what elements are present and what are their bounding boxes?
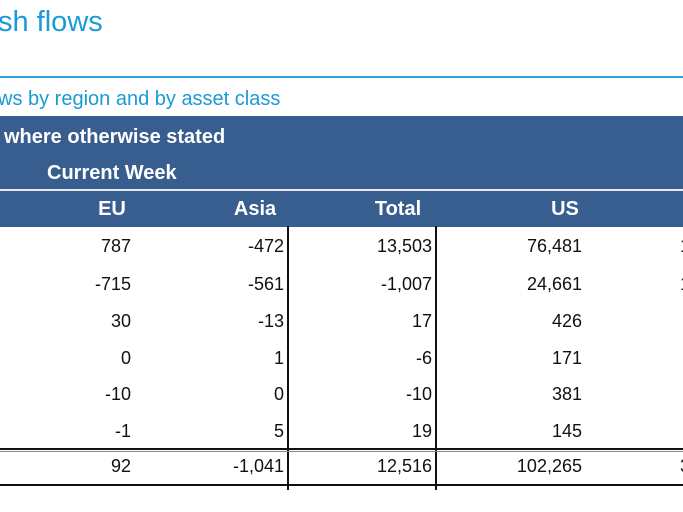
total-divider <box>0 451 683 452</box>
table-row-cell-total: 19 <box>411 421 432 441</box>
table-row-cell-eu: -715 <box>94 274 131 294</box>
column-header-eu: EU <box>98 198 126 220</box>
table-row-cell-total: -1,007 <box>380 274 432 294</box>
table-row-cell-next: 15 <box>580 236 683 257</box>
total-divider <box>0 448 683 450</box>
table-row-cell-asia: -561 <box>247 274 284 294</box>
total-row-cell-us: 102,265 <box>516 456 582 476</box>
table-row-cell-eu: -10 <box>104 384 131 404</box>
table-row-cell-asia: -472 <box>247 236 284 256</box>
table-header-band <box>0 116 683 227</box>
table-row-cell-us: 24,661 <box>526 274 582 294</box>
total-row-cell-next: 37 <box>580 456 683 477</box>
table-row-cell-us: 145 <box>551 421 582 441</box>
table-row-cell-eu: -1 <box>114 421 131 441</box>
column-divider <box>287 226 289 490</box>
total-row-cell-eu: 92 <box>110 456 131 476</box>
table-row-cell-next: 17 <box>580 274 683 295</box>
table-row-cell-total: 13,503 <box>376 236 432 256</box>
column-header-asia: Asia <box>233 198 277 220</box>
table-row-cell-eu: 787 <box>100 236 131 256</box>
column-header-us: US <box>551 198 579 220</box>
table-row-cell-asia: 5 <box>273 421 284 441</box>
total-row-cell-asia: -1,041 <box>232 456 284 476</box>
column-divider <box>435 226 437 490</box>
table-bottom-border <box>0 484 683 486</box>
table-row-cell-us: 171 <box>551 348 582 368</box>
table-row-cell-us: 426 <box>551 311 582 331</box>
table-row-cell-asia: 1 <box>273 348 284 368</box>
header-divider <box>0 189 683 191</box>
column-header-total: Total <box>374 198 422 220</box>
table-row-cell-total: -6 <box>415 348 432 368</box>
title-divider <box>0 76 683 78</box>
period-label: Current Week <box>47 162 177 184</box>
units-note: where otherwise stated <box>4 126 226 148</box>
table-row-cell-asia: 0 <box>273 384 284 404</box>
table-row-cell-eu: 0 <box>120 348 131 368</box>
table-row-cell-eu: 30 <box>110 311 131 331</box>
table-row-cell-total: -10 <box>405 384 432 404</box>
table-row-cell-asia: -13 <box>257 311 284 331</box>
total-row-cell-total: 12,516 <box>376 456 432 476</box>
table-subtitle: ws by region and by asset class <box>0 88 281 110</box>
page-title: sh flows <box>0 6 103 38</box>
table-row-cell-us: 381 <box>551 384 582 404</box>
table-row-cell-total: 17 <box>411 311 432 331</box>
table-row-cell-us: 76,481 <box>526 236 582 256</box>
